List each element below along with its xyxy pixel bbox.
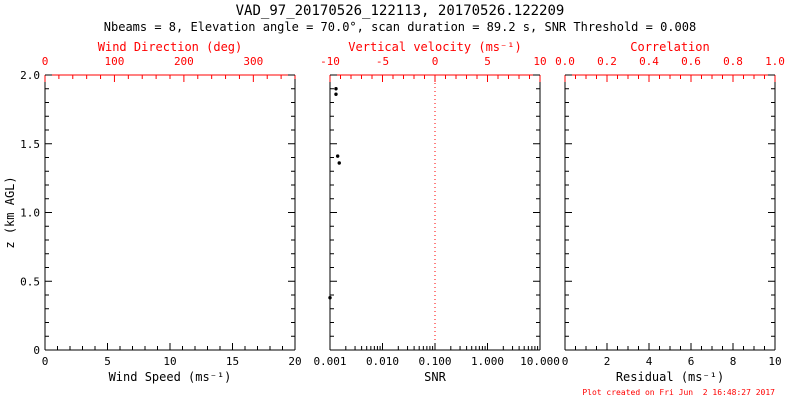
svg-text:0.8: 0.8: [723, 55, 743, 68]
svg-text:0: 0: [42, 355, 49, 368]
svg-text:10: 10: [163, 355, 176, 368]
svg-text:10: 10: [768, 355, 781, 368]
svg-text:4: 4: [646, 355, 653, 368]
svg-text:-5: -5: [376, 55, 389, 68]
plot-title: VAD_97_20170526_122113, 20170526.122209: [235, 3, 565, 19]
svg-text:0: 0: [42, 55, 49, 68]
svg-text:0.2: 0.2: [597, 55, 617, 68]
svg-text:Vertical velocity (ms⁻¹): Vertical velocity (ms⁻¹): [348, 40, 521, 54]
svg-text:0: 0: [562, 355, 569, 368]
snr-data-point: [334, 87, 338, 91]
svg-text:5: 5: [484, 55, 491, 68]
svg-text:300: 300: [243, 55, 263, 68]
svg-text:0: 0: [33, 344, 40, 357]
svg-text:z (km AGL): z (km AGL): [3, 176, 17, 248]
svg-text:8: 8: [730, 355, 737, 368]
svg-text:0.100: 0.100: [418, 355, 451, 368]
svg-text:-10: -10: [320, 55, 340, 68]
svg-text:1.0: 1.0: [765, 55, 785, 68]
svg-text:1.000: 1.000: [471, 355, 504, 368]
snr-data-point: [328, 296, 332, 300]
svg-text:Wind Speed (ms⁻¹): Wind Speed (ms⁻¹): [109, 370, 232, 384]
svg-text:Wind Direction (deg): Wind Direction (deg): [98, 40, 243, 54]
svg-text:0.0: 0.0: [555, 55, 575, 68]
svg-text:0.6: 0.6: [681, 55, 701, 68]
svg-text:0: 0: [432, 55, 439, 68]
svg-text:5: 5: [104, 355, 111, 368]
svg-text:200: 200: [174, 55, 194, 68]
svg-text:15: 15: [226, 355, 239, 368]
svg-text:Residual (ms⁻¹): Residual (ms⁻¹): [616, 370, 724, 384]
svg-text:10.000: 10.000: [520, 355, 560, 368]
svg-text:0.5: 0.5: [20, 275, 40, 288]
svg-text:0.010: 0.010: [366, 355, 399, 368]
svg-text:20: 20: [288, 355, 301, 368]
svg-text:0.4: 0.4: [639, 55, 659, 68]
svg-text:2: 2: [604, 355, 611, 368]
svg-text:Correlation: Correlation: [630, 40, 709, 54]
snr-panel: 0.001 0.010 0.100 1.000 10.000 -10 -5 0 5 10 SNR Ve…: [313, 40, 559, 384]
snr-data-point: [335, 154, 340, 158]
plot-subtitle: Nbeams = 8, Elevation angle = 70.0°, sca…: [103, 20, 697, 34]
svg-text:10: 10: [533, 55, 546, 68]
svg-text:100: 100: [105, 55, 125, 68]
residual-panel: 0 2 4 6 8 10 0.0 0.2 0.4 0.6 0.8 1.0 Residual (ms⁻¹)…: [555, 40, 785, 384]
svg-text:SNR: SNR: [424, 370, 446, 384]
svg-text:1.0: 1.0: [20, 207, 40, 220]
svg-text:0.001: 0.001: [313, 355, 346, 368]
svg-text:2.0: 2.0: [20, 69, 40, 82]
snr-data-point: [334, 92, 338, 96]
svg-text:6: 6: [688, 355, 695, 368]
snr-data-point: [337, 161, 341, 165]
svg-text:1.5: 1.5: [20, 138, 40, 151]
plot-created-timestamp: Plot created on Fri Jun 2 16:48:27 2017: [582, 388, 775, 397]
